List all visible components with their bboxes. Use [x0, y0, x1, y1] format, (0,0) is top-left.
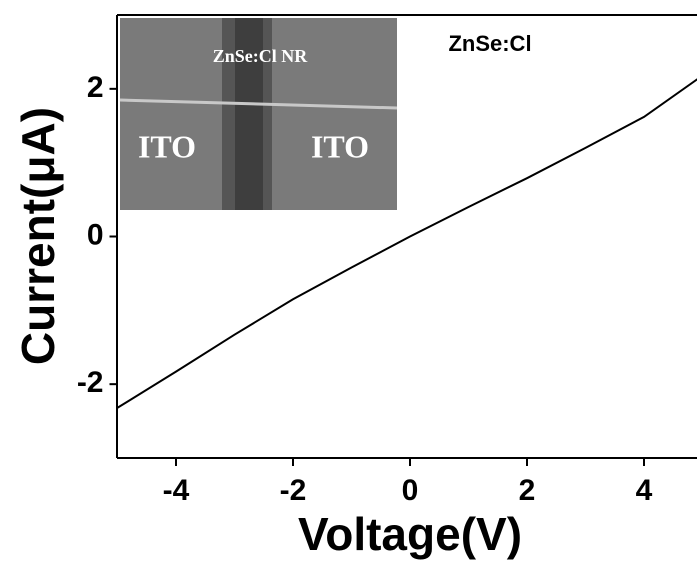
x-axis-title: Voltage(V)	[298, 508, 522, 560]
y-tick-label: 2	[87, 71, 104, 104]
inset-label: ITO	[311, 128, 369, 164]
y-axis-title: Current(μA)	[12, 107, 64, 365]
x-tick-label: 0	[402, 474, 419, 507]
x-tick-label: 2	[519, 474, 536, 507]
inset-label: ITO	[138, 128, 196, 164]
x-tick-label: 4	[636, 474, 653, 507]
y-tick-label: 0	[87, 218, 104, 251]
chart: ZnSe:Cl NR ITO ITO ZnSe:Cl Voltage(V) Cu…	[0, 0, 697, 567]
y-tick-label: -2	[77, 366, 104, 399]
x-tick-label: -4	[163, 474, 190, 507]
x-tick-label: -2	[280, 474, 307, 507]
annotation: ZnSe:Cl	[448, 31, 531, 56]
inset-image: ZnSe:Cl NR ITO ITO	[120, 18, 397, 210]
inset-title: ZnSe:Cl NR	[213, 46, 309, 66]
